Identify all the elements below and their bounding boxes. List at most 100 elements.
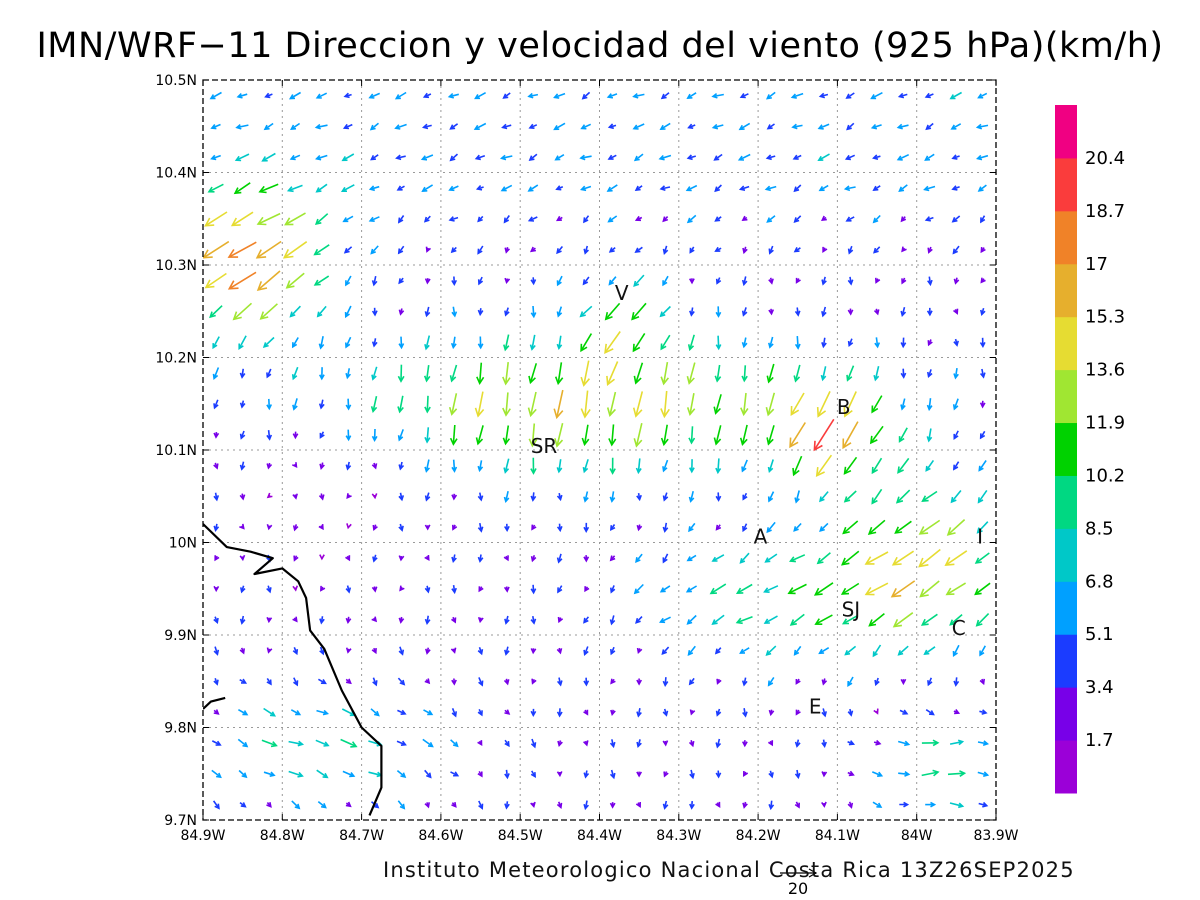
- wind-vector: [238, 335, 247, 350]
- wind-vector: [477, 771, 483, 778]
- wind-vector: [345, 368, 352, 380]
- wind-vector: [239, 430, 246, 440]
- wind-vector: [816, 391, 831, 418]
- wind-vector: [662, 522, 669, 533]
- wind-vector: [371, 493, 378, 500]
- wind-vector: [847, 676, 854, 688]
- wind-vector: [949, 613, 963, 626]
- wind-vector: [556, 335, 563, 351]
- wind-vector: [763, 615, 778, 624]
- wind-vector: [451, 801, 457, 808]
- wind-vector: [263, 122, 274, 131]
- wind-vector: [370, 154, 379, 161]
- wind-vector: [891, 550, 915, 566]
- wind-vector: [424, 492, 431, 502]
- wind-vector: [315, 92, 328, 99]
- wind-vector: [631, 302, 647, 321]
- wind-vector: [452, 524, 458, 531]
- wind-vector: [503, 678, 510, 686]
- wind-vector: [448, 216, 459, 222]
- wind-vector: [583, 709, 589, 716]
- wind-vector: [688, 491, 695, 503]
- wind-vector: [503, 491, 510, 504]
- wind-vector: [898, 427, 908, 443]
- wind-vector: [818, 647, 830, 655]
- wind-vector: [953, 430, 959, 440]
- wind-vector: [660, 390, 670, 419]
- wind-vector: [504, 307, 510, 317]
- wind-vector: [789, 422, 806, 449]
- wind-vector: [477, 215, 484, 223]
- wind-vector: [239, 400, 246, 409]
- wind-vector: [768, 800, 775, 811]
- wind-vector: [583, 62, 590, 67]
- wind-vector: [610, 709, 616, 717]
- wind-vector: [1006, 124, 1013, 128]
- wind-vector: [901, 246, 907, 253]
- wind-vector: [583, 491, 589, 503]
- wind-vector: [980, 307, 986, 316]
- wind-vector: [688, 426, 696, 445]
- wind-vector: [610, 585, 616, 594]
- wind-vector: [398, 492, 405, 502]
- wind-vector: [504, 709, 511, 715]
- wind-vector: [556, 677, 563, 687]
- wind-vector: [715, 492, 722, 502]
- wind-vector: [816, 552, 831, 565]
- wind-vector: [633, 583, 644, 595]
- wind-vector: [843, 391, 857, 418]
- wind-vector: [608, 424, 617, 447]
- wind-vector: [421, 184, 434, 192]
- wind-vector: [371, 338, 378, 348]
- wind-vector: [820, 366, 827, 382]
- wind-vector: [398, 62, 405, 67]
- y-tick-label: 10.1N: [155, 443, 197, 459]
- wind-vector: [451, 616, 457, 624]
- wind-vector: [980, 215, 986, 224]
- wind-vector: [794, 307, 801, 317]
- wind-vector: [794, 769, 801, 780]
- wind-vector: [527, 391, 537, 418]
- wind-vector: [583, 555, 590, 563]
- x-tick-label: 84.5W: [498, 828, 543, 844]
- wind-vector: [368, 216, 380, 222]
- wind-vector: [975, 123, 989, 130]
- wind-vector: [315, 739, 330, 747]
- wind-vector: [583, 616, 590, 624]
- wind-vector: [741, 459, 748, 473]
- wind-vector: [477, 245, 484, 255]
- wind-vector: [394, 123, 407, 130]
- wind-vector: [501, 123, 512, 130]
- wind-vector: [847, 276, 854, 286]
- wind-vector: [661, 646, 670, 656]
- wind-vector: [979, 400, 986, 409]
- wind-vector: [239, 368, 246, 379]
- wind-vector: [794, 336, 801, 350]
- wind-vector: [900, 216, 907, 223]
- wind-vector: [980, 62, 987, 68]
- wind-vector: [868, 612, 885, 627]
- wind-vector: [579, 305, 593, 318]
- wind-vector: [342, 123, 353, 130]
- wind-vector: [738, 185, 750, 191]
- wind-vector: [872, 154, 881, 160]
- wind-vector: [527, 184, 539, 192]
- wind-vector: [203, 240, 230, 259]
- wind-vector: [504, 615, 510, 625]
- wind-vector: [319, 431, 325, 439]
- wind-vector: [583, 740, 589, 747]
- wind-vector: [398, 523, 404, 532]
- wind-vector: [213, 646, 220, 656]
- wind-vector: [738, 122, 751, 131]
- wind-vector: [451, 276, 458, 287]
- wind-vector: [263, 707, 277, 717]
- wind-vector: [290, 63, 301, 67]
- wind-vector: [840, 550, 860, 566]
- wind-vector: [423, 215, 431, 223]
- wind-vector: [528, 123, 538, 129]
- wind-vector: [396, 185, 405, 191]
- wind-vector: [583, 245, 589, 255]
- wind-vector: [659, 122, 671, 131]
- wind-vector: [556, 801, 563, 809]
- colorbar-box: [1055, 581, 1077, 635]
